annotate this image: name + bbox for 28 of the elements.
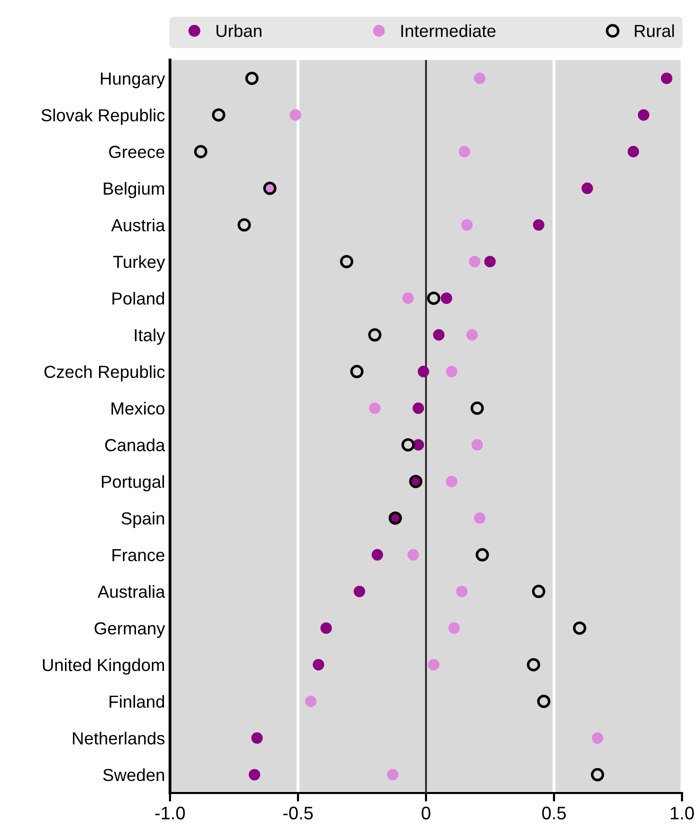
legend-label: Rural	[634, 24, 674, 38]
y-tick-label: Australia	[98, 585, 166, 598]
y-tick-label: Germany	[94, 622, 166, 638]
y-tick-label: Austria	[111, 218, 166, 232]
y-tick-label: Poland	[112, 292, 164, 305]
y-tick-label: Mexico	[112, 402, 164, 415]
y-tick-label: Czech Republic	[44, 365, 165, 382]
y-tick-label: Greece	[109, 146, 164, 158]
x-tick-label: 0	[422, 806, 430, 820]
x-tick-label: 1.0	[670, 806, 694, 820]
y-tick-label: Hungary	[100, 72, 166, 88]
y-tick-label: Turkey	[113, 255, 166, 272]
y-tick-label: Belgium	[104, 182, 164, 198]
x-tick-label: -0.5	[283, 806, 313, 820]
y-tick-label: France	[112, 549, 164, 562]
y-tick-label: Italy	[134, 328, 166, 345]
y-tick-label: Portugal	[102, 475, 164, 492]
legend-label: Urban	[216, 24, 262, 38]
y-tick-label: Spain	[122, 512, 164, 528]
y-tick-label: Canada	[105, 438, 166, 452]
y-tick-label: Finland	[110, 695, 164, 708]
x-tick-label: 0.5	[542, 806, 566, 820]
y-tick-label: Sweden	[103, 768, 164, 782]
legend-label: Intermediate	[401, 24, 496, 38]
y-tick-label: United Kingdom	[42, 658, 164, 675]
x-tick-label: -1.0	[155, 806, 185, 820]
y-tick-label: Netherlands	[72, 732, 165, 744]
y-tick-label: Slovak Republic	[41, 108, 165, 125]
